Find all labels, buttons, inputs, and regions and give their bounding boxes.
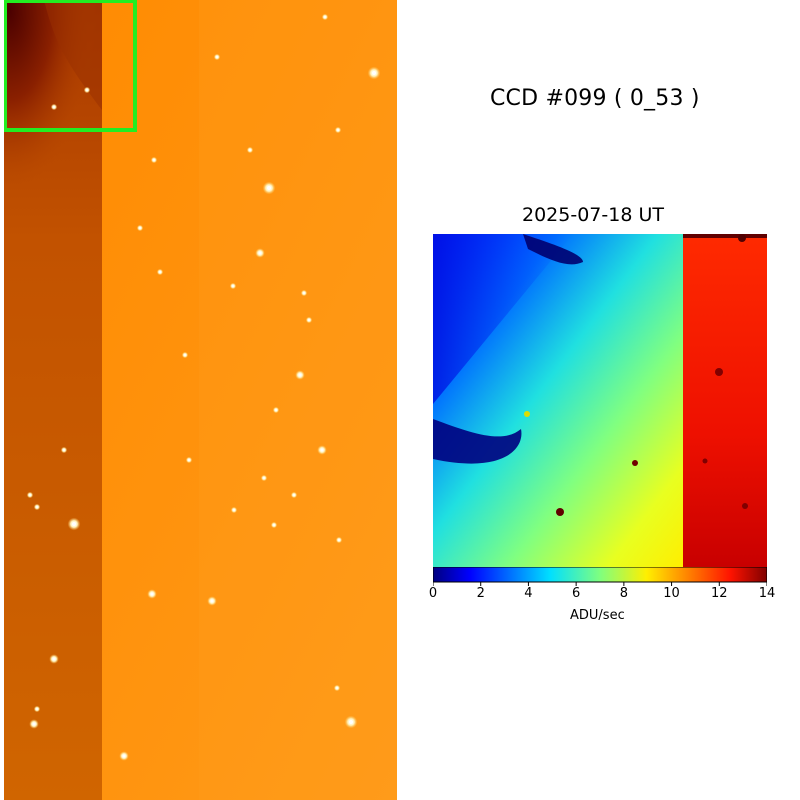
ccd-star-core (275, 409, 277, 411)
ccd-star-core (159, 271, 161, 273)
ccd-star-core (372, 71, 376, 75)
ccd-star-core (153, 159, 155, 161)
ccd-star-core (53, 106, 55, 108)
colorbar-tick-label: 2 (476, 586, 485, 601)
ccd-star-core (150, 592, 154, 596)
ccd-star-core (249, 149, 251, 151)
ccd-star-core (36, 506, 38, 508)
colorbar-tick-label: 4 (524, 586, 533, 601)
ccd-star-core (338, 539, 340, 541)
ccd-star-core (86, 89, 88, 91)
ccd-star-core (258, 251, 262, 255)
ccd-full-image (4, 0, 397, 800)
ccd-star-core (273, 524, 275, 526)
ccd-star-core (232, 285, 234, 287)
colorbar-gradient (433, 567, 767, 583)
ccd-star-core (36, 708, 38, 710)
ccd-stars (26, 13, 381, 761)
zoom-star (632, 460, 638, 466)
ccd-star-core (337, 129, 339, 131)
ccd-star-core (139, 227, 141, 229)
ccd-corner-shade (4, 0, 102, 110)
zoom-dark-arc-bottom (433, 419, 522, 464)
zoom-star (556, 508, 564, 516)
ccd-star-core (336, 687, 338, 689)
ccd-star-core (29, 494, 31, 496)
zoom-top-edge (683, 234, 767, 238)
ccd-star-core (122, 754, 126, 758)
ccd-star-core (72, 522, 76, 526)
ccd-star-core (52, 657, 56, 661)
zoom-title: 2025-07-18 UT (522, 204, 664, 226)
zoom-star (742, 503, 748, 509)
ccd-star-core (32, 722, 36, 726)
ccd-star-core (210, 599, 214, 603)
ccd-title: CCD #099 ( 0_53 ) (490, 86, 700, 111)
colorbar-tick-label: 8 (619, 586, 628, 601)
ccd-star-core (308, 319, 310, 321)
zoom-star (715, 368, 723, 376)
ccd-star-core (263, 477, 265, 479)
ccd-star-core (293, 494, 295, 496)
zoom-image (433, 234, 767, 567)
zoom-star (524, 411, 530, 417)
colorbar-tick-label: 6 (572, 586, 581, 601)
colorbar-tick-label: 10 (663, 586, 680, 601)
ccd-star-core (188, 459, 190, 461)
zoom-star (702, 458, 708, 464)
zoom-star (738, 234, 746, 242)
colorbar-label: ADU/sec (570, 608, 625, 623)
ccd-star-core (320, 448, 324, 452)
zoom-dark-arc-top (523, 234, 583, 265)
ccd-star-core (63, 449, 65, 451)
ccd-star-core (216, 56, 218, 58)
zoom-blue-corner (433, 234, 573, 404)
ccd-star-core (324, 16, 326, 18)
ccd-star-core (298, 373, 302, 377)
ccd-star-core (349, 720, 353, 724)
colorbar (433, 567, 767, 586)
ccd-star-core (303, 292, 305, 294)
colorbar-tick-label: 14 (758, 586, 776, 601)
ccd-star-core (184, 354, 186, 356)
zoom-right-amp (683, 234, 767, 567)
colorbar-tick-label: 0 (428, 586, 438, 601)
colorbar-ticks (433, 582, 767, 586)
colorbar-tick-label: 12 (711, 586, 728, 601)
ccd-right-amp (199, 0, 397, 800)
zoom-region-box (4, 0, 137, 132)
ccd-star-core (233, 509, 235, 511)
ccd-star-core (267, 186, 271, 190)
